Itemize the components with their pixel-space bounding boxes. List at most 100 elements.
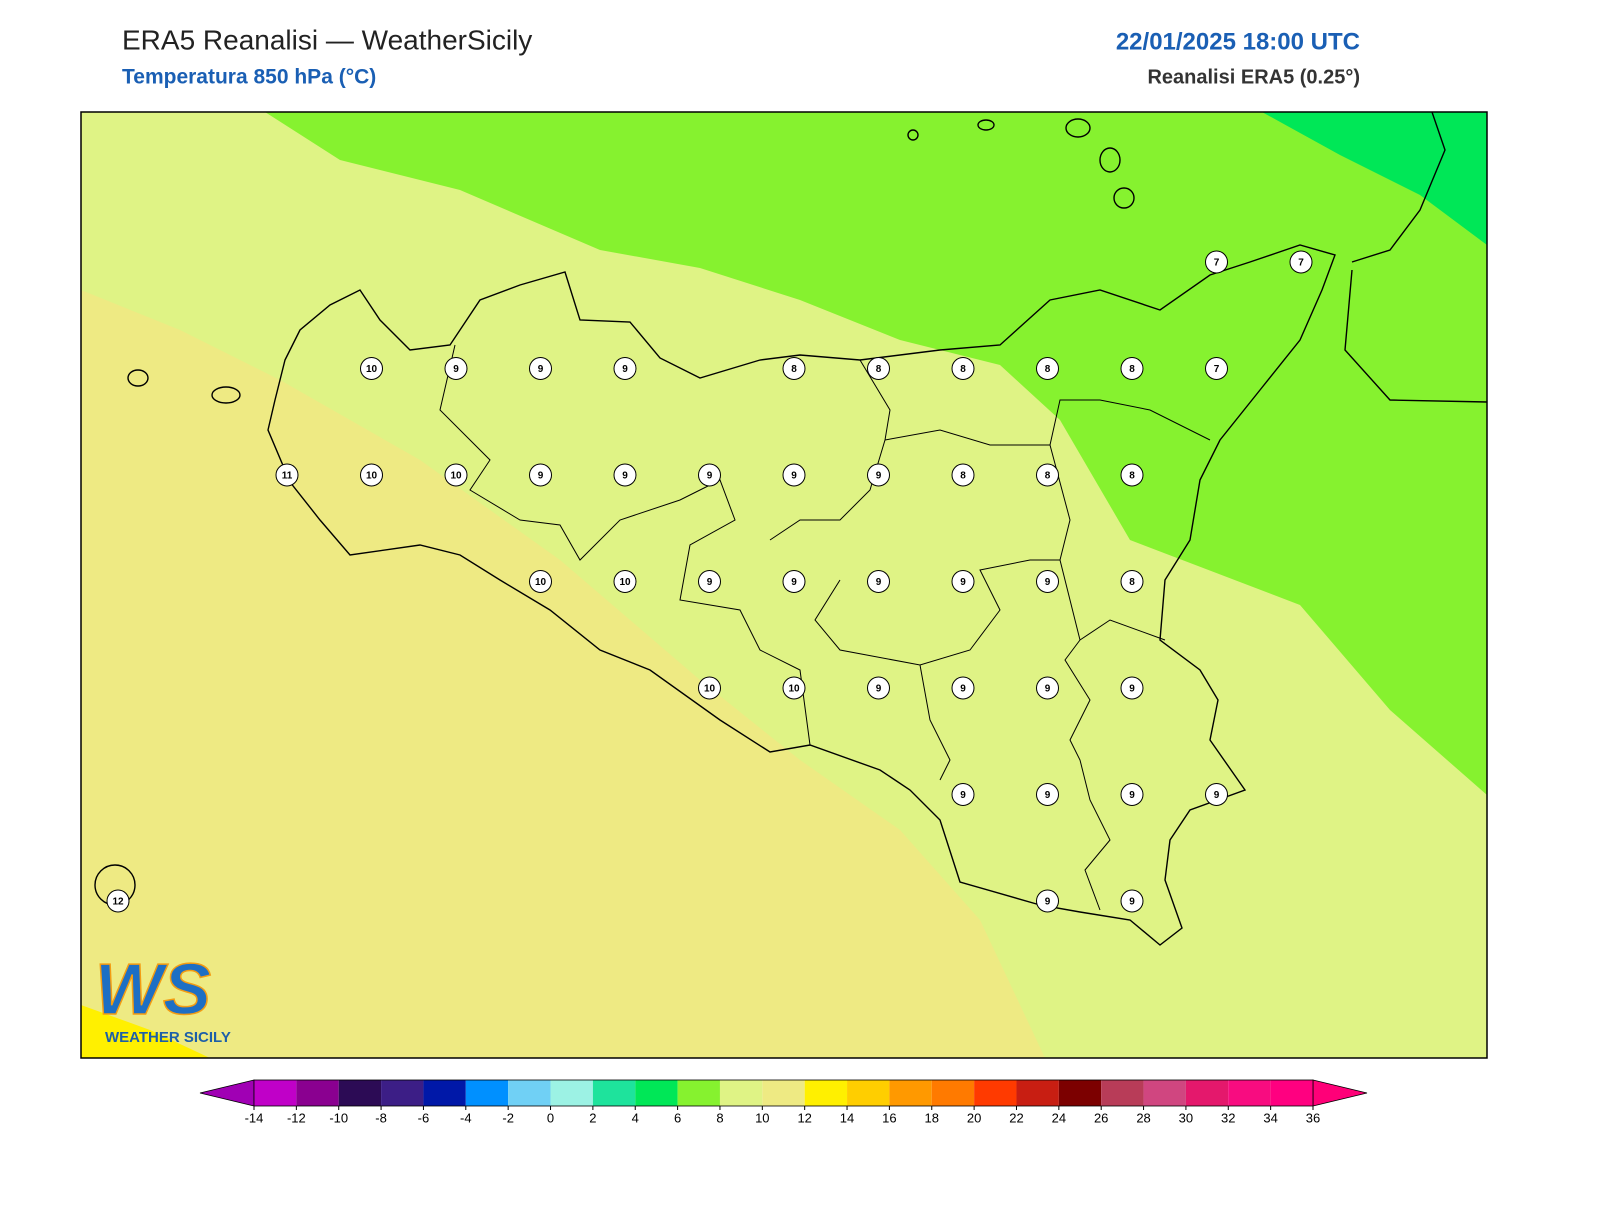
colorbar-tick-label: 26 [1094,1110,1108,1125]
value-label: 9 [876,577,882,588]
colorbar-tick-label: -14 [245,1110,264,1125]
colorbar-segment [1058,1080,1102,1106]
colorbar-segment [423,1080,466,1106]
island [1099,147,1121,173]
value-label: 10 [535,577,547,588]
colorbar-segment [1228,1080,1271,1106]
value-marker [529,463,552,487]
sicily-coast [267,244,1336,946]
value-marker [1036,570,1059,593]
colorbar-segment [254,1080,297,1106]
datetime: 22/01/2025 18:00 UTC [1116,28,1360,55]
value-label: 8 [876,364,882,375]
colorbar-tick-label: -4 [460,1110,472,1125]
value-label: 9 [960,577,966,588]
colorbar-segment [847,1080,890,1106]
map-frame [80,111,1488,1059]
value-label: 12 [112,897,124,908]
colorbar-tick-label: 16 [882,1110,896,1125]
value-label: 7 [1214,364,1220,375]
value-marker [613,570,637,593]
value-marker [613,357,637,380]
colorbar-segment [974,1080,1017,1106]
value-marker [782,357,806,380]
value-label: 9 [538,364,544,375]
value-marker [106,889,130,913]
value-label: 9 [1045,790,1051,801]
colorbar-segment [635,1080,678,1106]
temperature-field [81,112,1487,1058]
colorbar-tick-label: 0 [547,1110,554,1125]
value-marker [951,570,975,593]
colorbar-tick-label: 12 [797,1110,811,1125]
value-marker [1120,357,1144,380]
colorbar-tick-label: 14 [840,1110,854,1125]
value-marker [360,357,383,380]
colorbar-segment [677,1080,720,1106]
colorbar-segment [508,1080,551,1106]
island [907,129,919,141]
colorbar-tick-label: 24 [1052,1110,1066,1125]
value-label: 9 [453,364,459,375]
colorbar-tick-label: -6 [418,1110,430,1125]
colorbar-segment [889,1080,932,1106]
colorbar-under [199,1079,255,1107]
value-marker [867,676,890,700]
value-label: 9 [622,471,628,482]
value-label: 10 [619,577,631,588]
source: Reanalisi ERA5 (0.25°) [1147,66,1360,88]
colorbar-tick-label: 34 [1263,1110,1277,1125]
value-marker [1120,463,1144,487]
band-10-12 [81,290,1045,1058]
colorbar-segment [804,1080,848,1106]
colorbar-segment [1270,1080,1313,1106]
colorbar-tick-label: 6 [674,1110,681,1125]
colorbar-tick-label: -12 [287,1110,306,1125]
island [977,119,995,131]
logo-mark: WS [95,950,211,1030]
value-marker [444,463,468,487]
value-marker [1120,889,1144,913]
value-marker [360,463,383,487]
colorbar-tick-label: -8 [375,1110,387,1125]
colorbar-segment [465,1080,509,1106]
island [1065,118,1091,138]
value-label: 9 [1045,577,1051,588]
value-marker [275,463,299,487]
value-marker [698,570,721,593]
colorbar-tick-label: 10 [755,1110,769,1125]
colorbar-tick-label: -2 [502,1110,514,1125]
value-label: 9 [960,684,966,695]
value-label: 9 [538,471,544,482]
value-marker [529,570,552,593]
value-label: 8 [960,364,966,375]
value-label: 9 [791,577,797,588]
value-marker [1036,783,1059,806]
value-label: 9 [876,684,882,695]
colorbar-tick-label: 4 [632,1110,639,1125]
value-marker [867,357,890,380]
value-marker [613,463,637,487]
colorbar-segment [1101,1080,1144,1106]
value-marker [1036,676,1059,700]
colorbar-segment [719,1080,763,1106]
colorbar-segment [592,1080,636,1106]
value-label: 10 [704,684,716,695]
colorbar: -14 -12 -10 -8 -6 -4 -2 0 2 4 6 8 10 12 14 16 18 20 22 24 26… [199,1079,1368,1125]
value-marker [529,357,552,380]
logo: WS WEATHER SICILY [94,949,231,1046]
value-marker [951,676,975,700]
value-label: 9 [1045,897,1051,908]
value-marker [1205,357,1228,380]
island [1113,187,1135,209]
value-marker [951,463,975,487]
band-4-6 [1262,112,1487,245]
value-label: 11 [282,471,293,482]
colorbar-tick-label: 28 [1136,1110,1150,1125]
island [127,369,149,387]
colorbar-segment [338,1080,382,1106]
value-label: 10 [366,364,378,375]
value-label: 8 [1129,577,1135,588]
value-label: 10 [788,684,800,695]
value-label: 9 [1129,790,1135,801]
